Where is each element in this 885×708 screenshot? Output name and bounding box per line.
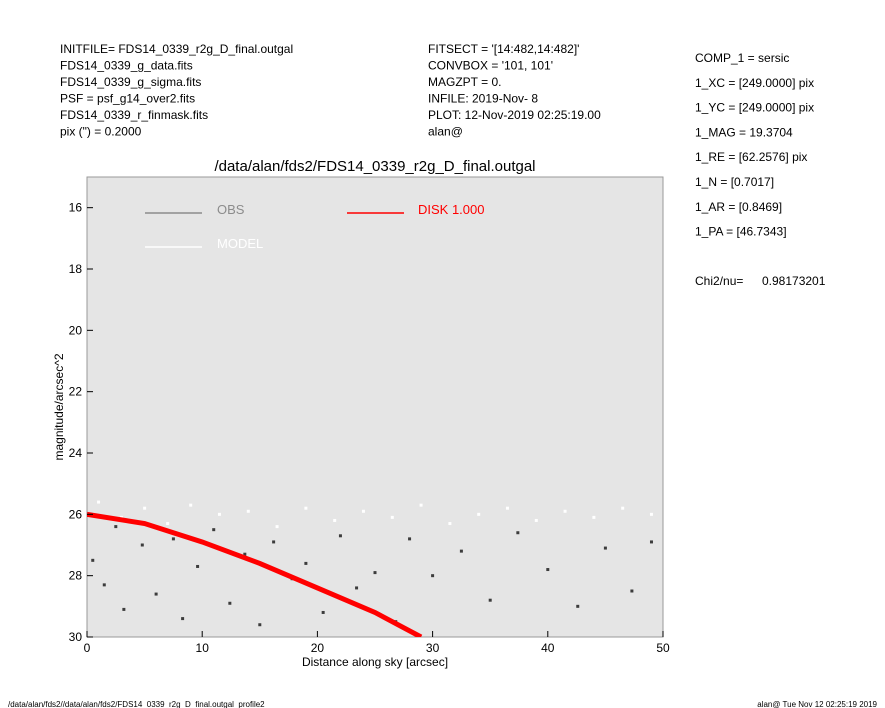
data-point bbox=[488, 598, 492, 602]
disk-profile bbox=[87, 511, 423, 637]
x-tick-label: 40 bbox=[541, 641, 555, 655]
param-line: 1_AR = [0.8469] bbox=[695, 200, 782, 214]
data-point bbox=[621, 506, 625, 510]
header-line: MAGZPT = 0. bbox=[428, 75, 501, 89]
header-line: FDS14_0339_g_sigma.fits bbox=[60, 75, 201, 89]
data-point bbox=[217, 512, 221, 516]
data-point bbox=[154, 592, 158, 596]
header-line: FDS14_0339_g_data.fits bbox=[60, 59, 193, 73]
data-point bbox=[534, 518, 538, 522]
y-tick-label: 22 bbox=[69, 385, 83, 399]
data-point bbox=[592, 515, 596, 519]
header-line: CONVBOX = '101, 101' bbox=[428, 59, 553, 73]
y-tick-label: 16 bbox=[69, 201, 83, 215]
data-point bbox=[408, 537, 412, 541]
data-point bbox=[419, 503, 423, 507]
data-point bbox=[189, 503, 193, 507]
header-line: INITFILE= FDS14_0339_r2g_D_final.outgal bbox=[60, 42, 293, 56]
chart-title: /data/alan/fds2/FDS14_0339_r2g_D_final.o… bbox=[214, 158, 535, 175]
header-line: PLOT: 12-Nov-2019 02:25:19.00 bbox=[428, 108, 601, 122]
data-point bbox=[114, 525, 118, 529]
data-point bbox=[459, 549, 463, 553]
x-tick-label: 10 bbox=[196, 641, 210, 655]
plot-area bbox=[86, 176, 664, 638]
y-tick-label: 20 bbox=[69, 323, 83, 337]
header-line: FITSECT = '[14:482,14:482]' bbox=[428, 42, 579, 56]
data-point bbox=[243, 552, 247, 556]
data-point bbox=[181, 617, 185, 621]
y-tick-label: 30 bbox=[69, 630, 83, 644]
y-tick-label: 24 bbox=[69, 446, 83, 460]
header-line: FDS14_0339_r_finmask.fits bbox=[60, 108, 208, 122]
data-point bbox=[649, 512, 653, 516]
header-line: INFILE: 2019-Nov- 8 bbox=[428, 92, 538, 106]
data-point bbox=[361, 509, 365, 513]
y-tick-label: 26 bbox=[69, 507, 83, 521]
data-point bbox=[91, 558, 95, 562]
legend-label: DISK 1.000 bbox=[418, 202, 485, 217]
data-point bbox=[321, 610, 325, 614]
legend-label: OBS bbox=[217, 202, 245, 217]
data-point bbox=[196, 564, 200, 568]
data-point bbox=[563, 509, 567, 513]
data-point bbox=[333, 518, 337, 522]
data-point bbox=[272, 540, 276, 544]
x-tick-label: 50 bbox=[656, 641, 670, 655]
plot-marks bbox=[87, 500, 653, 637]
x-tick-label: 0 bbox=[84, 641, 91, 655]
chi-label: Chi2/nu= bbox=[695, 274, 743, 288]
y-axis-label: magnitude/arcsec^2 bbox=[52, 353, 66, 460]
data-point bbox=[228, 601, 232, 605]
data-point bbox=[431, 574, 435, 578]
data-point bbox=[171, 537, 175, 541]
data-point bbox=[576, 604, 580, 608]
data-point bbox=[448, 522, 452, 526]
data-point bbox=[97, 500, 101, 504]
data-point bbox=[143, 506, 147, 510]
data-point bbox=[338, 534, 342, 538]
data-point bbox=[304, 506, 308, 510]
header-line: PSF = psf_g14_over2.fits bbox=[60, 92, 195, 106]
data-point bbox=[304, 561, 308, 565]
data-point bbox=[516, 531, 520, 535]
data-point bbox=[246, 509, 250, 513]
data-point bbox=[630, 589, 634, 593]
data-point bbox=[258, 623, 262, 627]
param-line: 1_N = [0.7017] bbox=[695, 175, 774, 189]
param-line: 1_PA = [46.7343] bbox=[695, 225, 787, 239]
header-line: alan@ bbox=[428, 125, 463, 139]
chi-value: 0.98173201 bbox=[762, 274, 826, 288]
param-line: COMP_1 = sersic bbox=[695, 51, 789, 65]
data-point bbox=[166, 522, 170, 526]
footer-left: /data/alan/fds2//data/alan/fds2/FDS14_03… bbox=[8, 700, 265, 708]
legend-label: MODEL bbox=[217, 236, 263, 251]
param-line: 1_XC = [249.0000] pix bbox=[695, 76, 814, 90]
data-point bbox=[140, 543, 144, 547]
param-line: 1_YC = [249.0000] pix bbox=[695, 101, 814, 115]
data-point bbox=[355, 586, 359, 590]
data-point bbox=[649, 540, 653, 544]
data-point bbox=[122, 607, 126, 611]
x-tick-label: 20 bbox=[311, 641, 325, 655]
y-tick-label: 18 bbox=[69, 262, 83, 276]
data-point bbox=[275, 525, 279, 529]
data-point bbox=[477, 512, 481, 516]
header-line: pix (") = 0.2000 bbox=[60, 125, 142, 139]
param-line: 1_MAG = 19.3704 bbox=[695, 125, 793, 139]
footer-right: alan@ Tue Nov 12 02:25:19 2019 bbox=[757, 700, 877, 708]
data-point bbox=[212, 528, 216, 532]
param-line: 1_RE = [62.2576] pix bbox=[695, 150, 807, 164]
data-point bbox=[102, 583, 106, 587]
x-tick-label: 30 bbox=[426, 641, 440, 655]
data-point bbox=[505, 506, 509, 510]
data-point bbox=[390, 515, 394, 519]
x-axis-label: Distance along sky [arcsec] bbox=[302, 655, 448, 669]
y-tick-label: 28 bbox=[69, 569, 83, 583]
data-point bbox=[546, 568, 550, 572]
data-point bbox=[603, 546, 607, 550]
data-point bbox=[373, 571, 377, 575]
